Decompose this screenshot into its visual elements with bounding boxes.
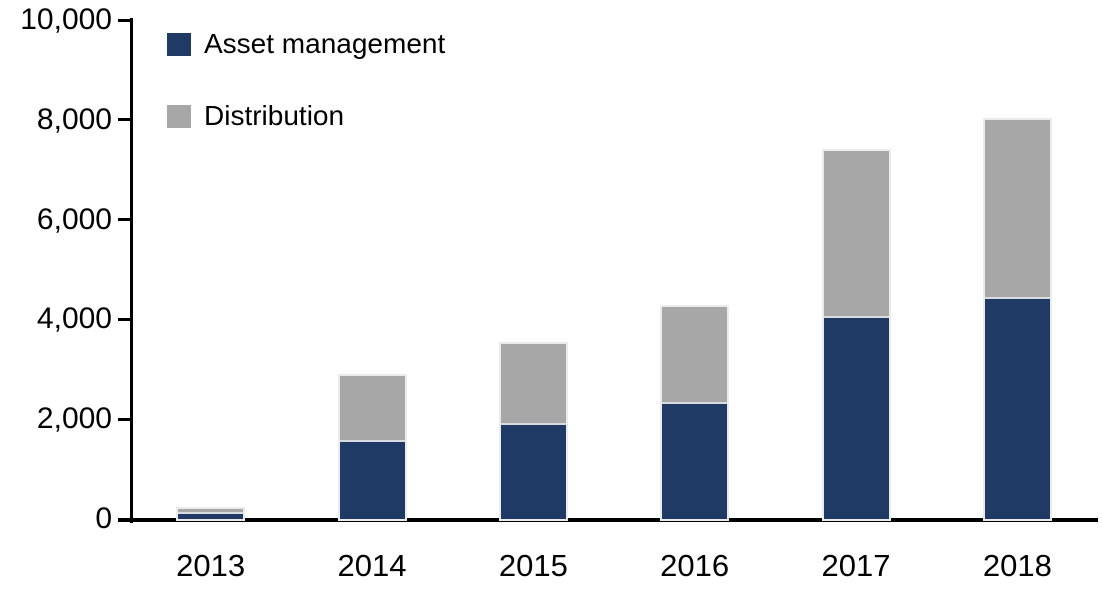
y-axis-line bbox=[130, 18, 133, 523]
bar-segment-distribution bbox=[178, 509, 244, 514]
bar-segment-asset-management bbox=[984, 299, 1050, 519]
bar-segment-asset-management bbox=[500, 425, 566, 519]
bar-segment-distribution bbox=[500, 344, 566, 426]
bar-2017 bbox=[821, 149, 891, 521]
legend-item-asset-management: Asset management bbox=[167, 30, 445, 58]
bar-segment-distribution bbox=[823, 151, 889, 318]
y-tick-label: 6,000 bbox=[36, 202, 112, 236]
legend-swatch-distribution bbox=[167, 104, 191, 128]
x-tick-label-2017: 2017 bbox=[821, 548, 891, 583]
y-axis-tick bbox=[118, 317, 130, 321]
y-tick-label: 4,000 bbox=[36, 302, 112, 336]
bar-2016 bbox=[660, 304, 730, 521]
y-axis-tick bbox=[118, 118, 130, 122]
legend-label-distribution: Distribution bbox=[204, 100, 345, 131]
bar-2013 bbox=[176, 507, 246, 521]
x-axis-line bbox=[118, 517, 1098, 522]
bar-segment-asset-management bbox=[823, 317, 889, 519]
x-tick-label-2015: 2015 bbox=[498, 548, 568, 583]
x-tick-label-2014: 2014 bbox=[337, 548, 407, 583]
bar-segment-asset-management bbox=[178, 514, 244, 519]
x-tick-label-2016: 2016 bbox=[660, 548, 730, 583]
bar-segment-asset-management bbox=[662, 404, 728, 519]
bar-segment-distribution bbox=[984, 119, 1050, 300]
y-tick-label: 2,000 bbox=[36, 402, 112, 436]
y-tick-label: 0 bbox=[95, 502, 112, 535]
y-tick-label: 10,000 bbox=[20, 3, 112, 36]
bar-2018 bbox=[982, 117, 1052, 521]
x-tick-label-2018: 2018 bbox=[982, 548, 1052, 583]
bar-segment-distribution bbox=[662, 306, 728, 405]
bar-segment-distribution bbox=[339, 376, 405, 442]
legend-swatch-asset-management bbox=[167, 32, 191, 56]
bar-segment-asset-management bbox=[339, 441, 405, 519]
legend-item-distribution: Distribution bbox=[167, 102, 344, 130]
x-tick-label-2013: 2013 bbox=[176, 548, 246, 583]
y-axis-tick bbox=[118, 18, 130, 22]
legend-label-asset-management: Asset management bbox=[204, 28, 446, 59]
y-axis-tick bbox=[118, 417, 130, 421]
y-tick-label: 8,000 bbox=[36, 102, 112, 136]
bar-2015 bbox=[498, 342, 568, 521]
bar-2014 bbox=[337, 374, 407, 521]
y-axis-tick bbox=[118, 218, 130, 222]
